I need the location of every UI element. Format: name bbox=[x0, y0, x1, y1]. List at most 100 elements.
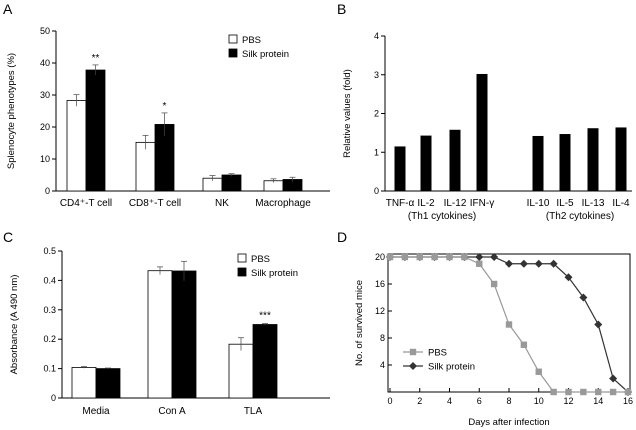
bar-cytokine bbox=[532, 135, 544, 191]
data-point-silk-protein bbox=[475, 253, 484, 261]
group-label-th2: (Th2 cytokines) bbox=[546, 211, 614, 222]
data-point-silk-protein bbox=[519, 259, 528, 268]
data-point-silk-protein bbox=[609, 374, 618, 383]
y-tick-label: 1 bbox=[374, 147, 379, 157]
y-axis-title: Relative values (fold) bbox=[342, 69, 353, 158]
legend-label: Silk protein bbox=[428, 362, 475, 373]
y-tick-label: 0 bbox=[45, 186, 50, 196]
x-tick-label: 16 bbox=[623, 396, 633, 406]
y-tick-label: 20 bbox=[375, 252, 385, 262]
category-label: Media bbox=[82, 406, 110, 417]
y-tick-label: 0.5 bbox=[43, 246, 56, 256]
x-tick-label: 2 bbox=[417, 396, 422, 406]
y-axis-title: Splenocyte phenotypes (%) bbox=[6, 53, 17, 169]
x-tick-label: 8 bbox=[506, 396, 511, 406]
data-point-pbs bbox=[624, 388, 632, 396]
data-point-silk-protein bbox=[594, 320, 603, 329]
bar-cytokine bbox=[615, 127, 627, 191]
bar-silk-protein bbox=[171, 270, 197, 399]
data-point-pbs bbox=[520, 341, 528, 348]
y-tick-label: 4 bbox=[380, 360, 385, 370]
y-tick-label: 0.3 bbox=[43, 305, 56, 315]
category-label: CD4⁺-T cell bbox=[60, 198, 112, 209]
legend-marker bbox=[409, 362, 417, 370]
data-point-silk-protein bbox=[490, 253, 499, 261]
legend-swatch bbox=[228, 48, 238, 58]
y-tick-label: 10 bbox=[40, 154, 50, 164]
data-point-pbs bbox=[580, 388, 587, 396]
data-point-pbs bbox=[490, 280, 498, 288]
y-tick-label: 50 bbox=[40, 26, 50, 36]
y-axis-title: Absorbance (A 490 nm) bbox=[9, 275, 20, 375]
data-point-pbs bbox=[565, 388, 572, 396]
bar-silk-protein bbox=[221, 174, 242, 192]
panel-letter-b: B bbox=[337, 1, 346, 17]
y-tick-label: 8 bbox=[380, 333, 385, 343]
bar-silk-protein bbox=[85, 69, 106, 192]
category-label: IL-12 bbox=[444, 198, 467, 209]
data-point-pbs bbox=[609, 388, 617, 396]
bar-silk-protein bbox=[252, 324, 278, 399]
data-point-pbs bbox=[476, 260, 483, 267]
y-tick-label: 30 bbox=[40, 90, 50, 100]
data-point-silk-protein bbox=[564, 273, 573, 282]
category-label: TNF-α bbox=[386, 198, 415, 209]
group-label-th1: (Th1 cytokines) bbox=[408, 211, 476, 222]
x-tick-label: 6 bbox=[477, 396, 482, 406]
data-point-pbs bbox=[505, 321, 513, 328]
legend-label: Silk protein bbox=[242, 49, 289, 60]
legend-marker bbox=[409, 348, 417, 356]
bar-pbs bbox=[147, 270, 173, 399]
x-tick-label: 10 bbox=[534, 396, 544, 406]
legend-label: PBS bbox=[251, 254, 270, 265]
category-label: IFN-γ bbox=[470, 198, 494, 209]
legend-label: Silk protein bbox=[251, 268, 298, 279]
x-tick-label: 12 bbox=[563, 396, 573, 406]
panel-a-bar-chart: 0 10 20 30 40 50 Splenocyte phenotypes (%) CD4⁺… bbox=[6, 26, 330, 209]
bar-pbs bbox=[66, 100, 87, 192]
panel-d-line-chart: 4 8 12 16 20 0 2 4 6 8 10 12 14 16 Days after infectio… bbox=[354, 252, 633, 428]
panel-letter-c: C bbox=[3, 229, 13, 245]
data-point-pbs bbox=[535, 368, 542, 375]
bar-cytokine bbox=[476, 73, 488, 191]
category-label: IL-10 bbox=[527, 198, 550, 209]
x-tick-label: 4 bbox=[447, 396, 452, 406]
category-label: IL-5 bbox=[556, 198, 574, 209]
y-tick-label: 0 bbox=[51, 393, 56, 403]
panel-c-bar-chart: 0 0.1 0.2 0.3 0.4 0.5 Absorbance (A 490 nm) Med… bbox=[9, 246, 330, 417]
y-tick-label: 16 bbox=[375, 279, 385, 289]
data-point-pbs bbox=[550, 388, 557, 396]
data-point-pbs bbox=[401, 253, 409, 261]
y-tick-label: 0.4 bbox=[43, 275, 56, 285]
bar-pbs bbox=[135, 141, 156, 192]
x-tick-label: 14 bbox=[593, 396, 603, 406]
category-label: TLA bbox=[244, 406, 263, 417]
bar-cytokine bbox=[449, 129, 461, 191]
y-tick-label: 3 bbox=[374, 70, 379, 80]
category-label: IL-2 bbox=[417, 198, 435, 209]
y-tick-label: 20 bbox=[40, 122, 50, 132]
bar-pbs bbox=[228, 343, 254, 399]
significance-marker: *** bbox=[259, 311, 271, 322]
category-label: Con A bbox=[158, 406, 186, 417]
data-point-pbs bbox=[461, 253, 468, 261]
bar-cytokine bbox=[420, 135, 432, 191]
legend-swatch bbox=[237, 253, 247, 263]
panel-letter-d: D bbox=[337, 229, 347, 245]
legend-swatch bbox=[228, 34, 238, 44]
category-label: Macrophage bbox=[255, 198, 311, 209]
y-tick-label: 40 bbox=[40, 58, 50, 68]
bar-cytokine bbox=[587, 128, 599, 191]
x-axis-title: Days after infection bbox=[468, 417, 549, 428]
data-point-pbs bbox=[595, 388, 602, 396]
data-point-silk-protein bbox=[579, 293, 588, 302]
significance-marker: ** bbox=[92, 53, 100, 64]
data-point-pbs bbox=[386, 253, 394, 261]
category-label: NK bbox=[215, 198, 229, 209]
bar-pbs bbox=[71, 367, 97, 399]
y-tick-label: 0 bbox=[374, 186, 379, 196]
y-axis-title: No. of survived mice bbox=[354, 280, 365, 366]
data-point-pbs bbox=[416, 253, 423, 261]
y-tick-label: 12 bbox=[375, 306, 385, 316]
